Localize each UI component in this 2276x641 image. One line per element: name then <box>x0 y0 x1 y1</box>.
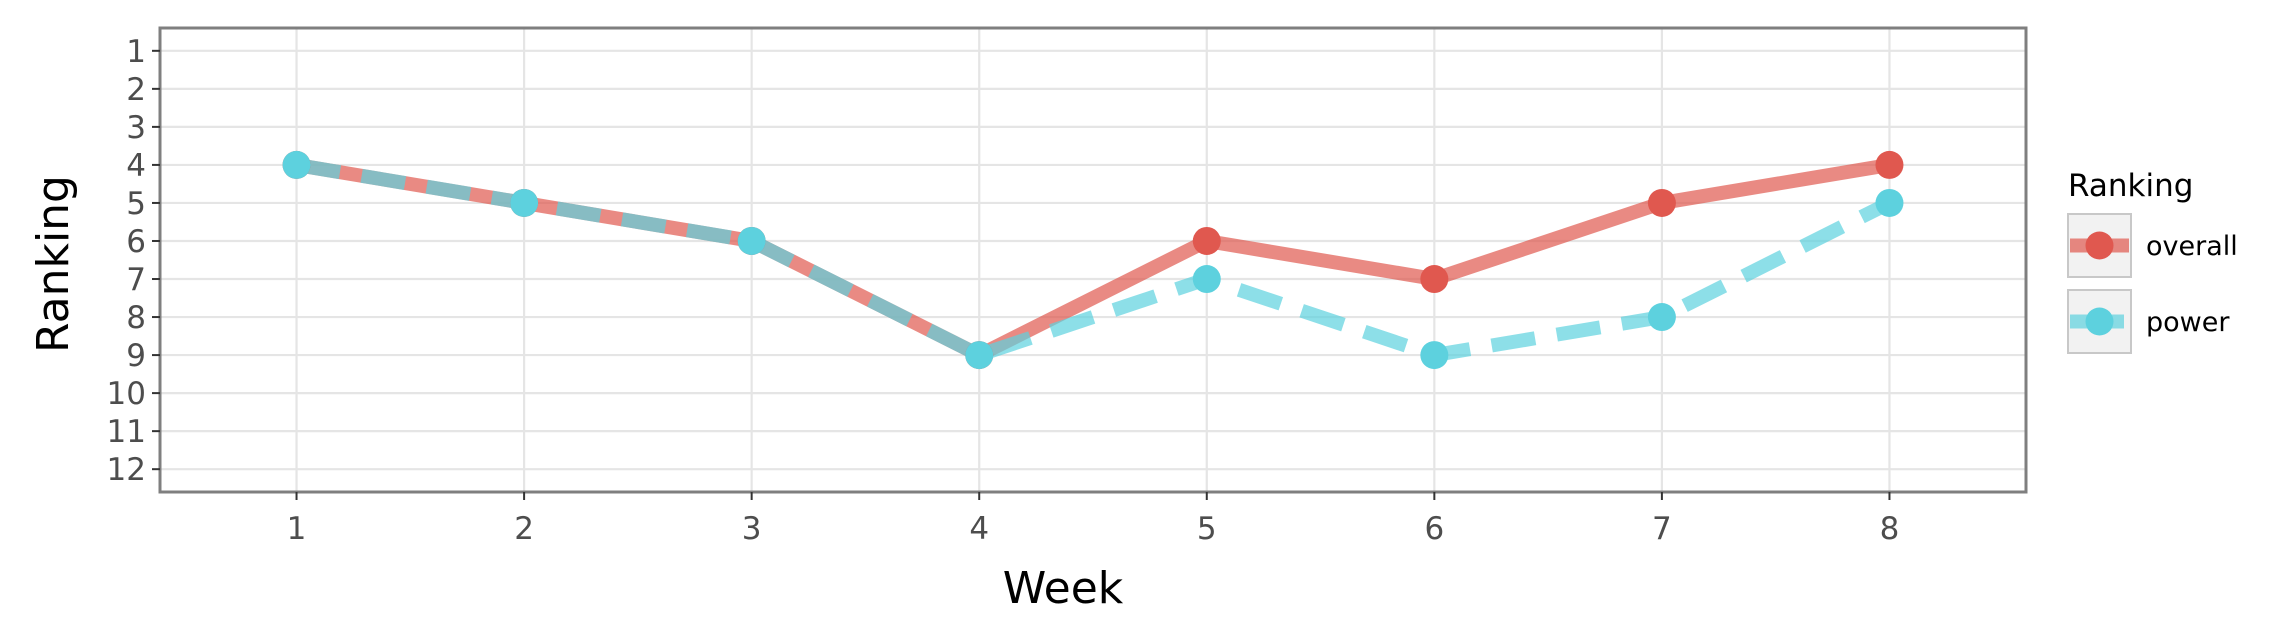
x-tick-label: 5 <box>1197 511 1217 547</box>
data-point-power <box>1875 188 1904 217</box>
y-axis-title: Ranking <box>28 175 79 353</box>
x-tick-label: 1 <box>287 511 307 547</box>
legend-key-point-overall <box>2085 231 2114 260</box>
y-tick-label: 1 <box>126 34 146 70</box>
legend-label-overall: overall <box>2146 231 2238 262</box>
y-tick-label: 7 <box>126 262 146 298</box>
data-point-power <box>1192 265 1221 294</box>
data-point-power <box>1420 341 1449 370</box>
series-line-power <box>295 158 1893 363</box>
y-tick-label: 8 <box>126 300 146 336</box>
data-point-overall <box>1647 188 1676 217</box>
y-tick-label: 4 <box>126 148 146 184</box>
data-point-power <box>1647 303 1676 332</box>
legend: Ranking overall power <box>2067 168 2238 354</box>
x-tick-label: 8 <box>1880 511 1900 547</box>
y-tick-label: 2 <box>126 72 146 108</box>
x-tick-label: 7 <box>1652 511 1672 547</box>
data-point-overall <box>1420 265 1449 294</box>
x-tick-label: 4 <box>969 511 989 547</box>
y-tick-label: 3 <box>126 110 146 146</box>
x-tick-label: 2 <box>514 511 534 547</box>
x-tick-label: 6 <box>1424 511 1444 547</box>
data-point-power <box>737 226 766 255</box>
data-point-power <box>965 341 994 370</box>
y-tick-label: 9 <box>126 338 146 374</box>
plot-panel <box>160 28 2026 492</box>
y-tick-label: 11 <box>107 414 146 450</box>
plot-border <box>158 26 2028 494</box>
data-point-overall <box>1875 150 1904 179</box>
legend-key-point-power <box>2085 307 2114 336</box>
data-point-power <box>510 188 539 217</box>
data-point-power <box>282 150 311 179</box>
series-layer <box>282 150 1904 370</box>
y-tick-label: 12 <box>107 452 146 488</box>
legend-label-power: power <box>2146 307 2230 338</box>
grid-lines <box>160 28 2026 492</box>
y-tick-label: 6 <box>126 224 146 260</box>
y-tick-label: 10 <box>107 376 146 412</box>
x-tick-label: 3 <box>742 511 762 547</box>
legend-title: Ranking <box>2068 168 2193 204</box>
y-tick-label: 5 <box>126 186 146 222</box>
x-axis-title: Week <box>1003 563 1124 614</box>
data-point-overall <box>1192 226 1221 255</box>
